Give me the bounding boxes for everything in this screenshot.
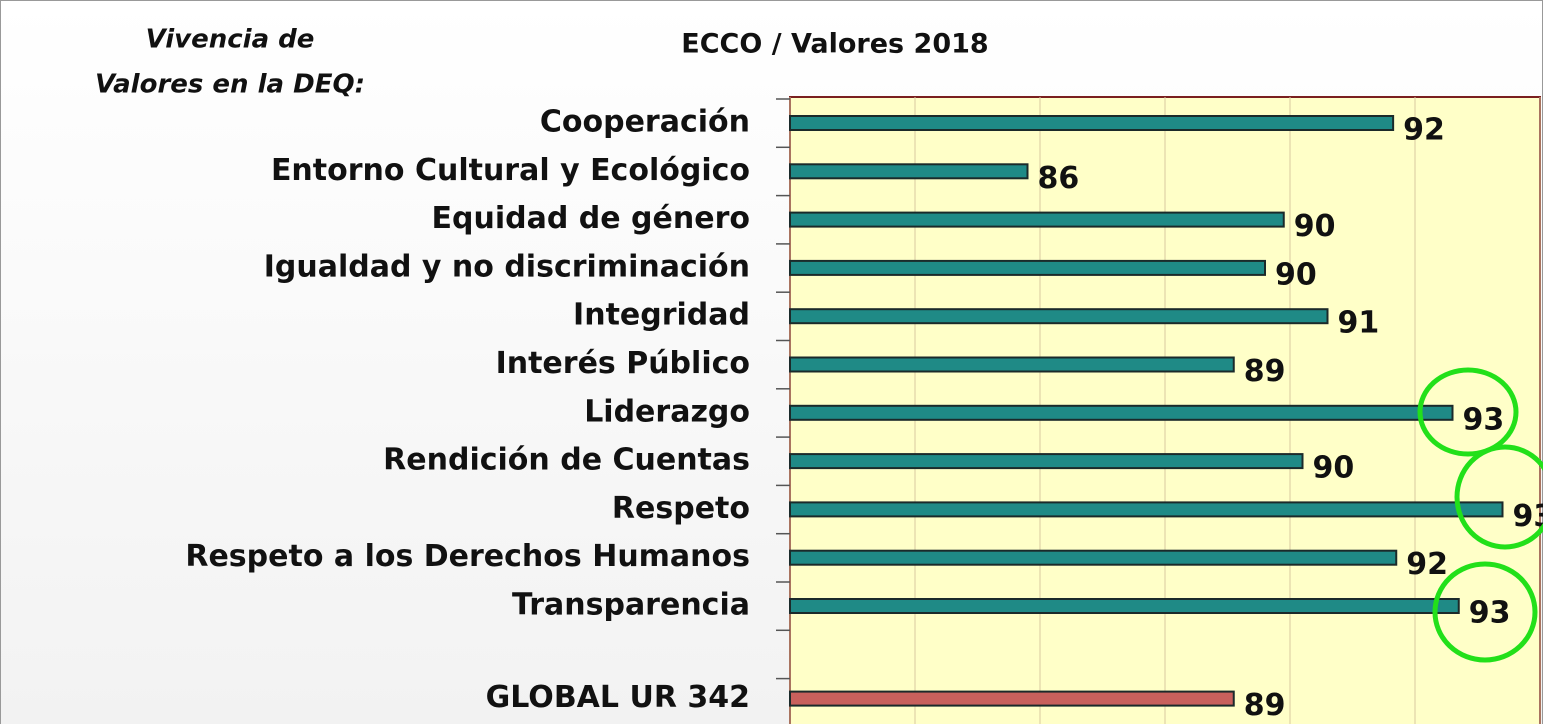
value-label: 92: [1406, 547, 1448, 582]
bar: [789, 453, 1304, 470]
value-label: 90: [1294, 209, 1336, 244]
value-label: 86: [1038, 161, 1080, 196]
value-label: 90: [1275, 257, 1317, 292]
bar: [789, 501, 1504, 518]
bar: [789, 259, 1266, 276]
highlight-circle: [1432, 561, 1538, 663]
category-label: Transparencia: [512, 588, 750, 623]
bar: [789, 115, 1395, 131]
category-label: Integridad: [573, 298, 750, 333]
subtitle-line: Vivencia de: [146, 25, 315, 55]
value-label: 91: [1338, 306, 1380, 341]
category-label: Entorno Cultural y Ecológico: [271, 153, 750, 188]
annotations: [1417, 367, 1543, 663]
category-label: Equidad de género: [432, 201, 750, 236]
category-label: Igualdad y no discriminación: [264, 249, 750, 284]
highlight-circle: [1454, 444, 1543, 550]
bar: [789, 356, 1235, 373]
category-label: Cooperación: [540, 105, 750, 140]
highlight-circle: [1417, 367, 1519, 457]
chart-title: ECCO / Valores 2018: [681, 29, 988, 60]
bar: [789, 549, 1398, 566]
category-label: Interés Público: [496, 346, 750, 381]
value-label: 89: [1244, 354, 1286, 389]
category-label: GLOBAL UR 342: [486, 680, 750, 715]
value-label: 92: [1403, 113, 1445, 148]
category-label: Liderazgo: [584, 394, 750, 429]
value-label: 93: [1513, 499, 1543, 534]
subtitle-line: Valores en la DEQ:: [95, 70, 365, 100]
category-label: Respeto: [612, 491, 750, 526]
bar: [789, 404, 1454, 421]
bar: [789, 308, 1329, 325]
bar: [789, 598, 1460, 614]
bar: [789, 163, 1029, 180]
bar: [789, 690, 1235, 707]
category-label: Respeto a los Derechos Humanos: [185, 539, 750, 574]
marks: Cooperación 92 Entorno Cultural y Ecológic…: [185, 97, 1543, 724]
value-label: 90: [1313, 451, 1355, 486]
value-label: 93: [1463, 402, 1505, 437]
category-label: Rendición de Cuentas: [383, 443, 750, 478]
value-label: 93: [1469, 596, 1511, 631]
value-label: 89: [1244, 688, 1286, 723]
bar: [789, 211, 1285, 228]
